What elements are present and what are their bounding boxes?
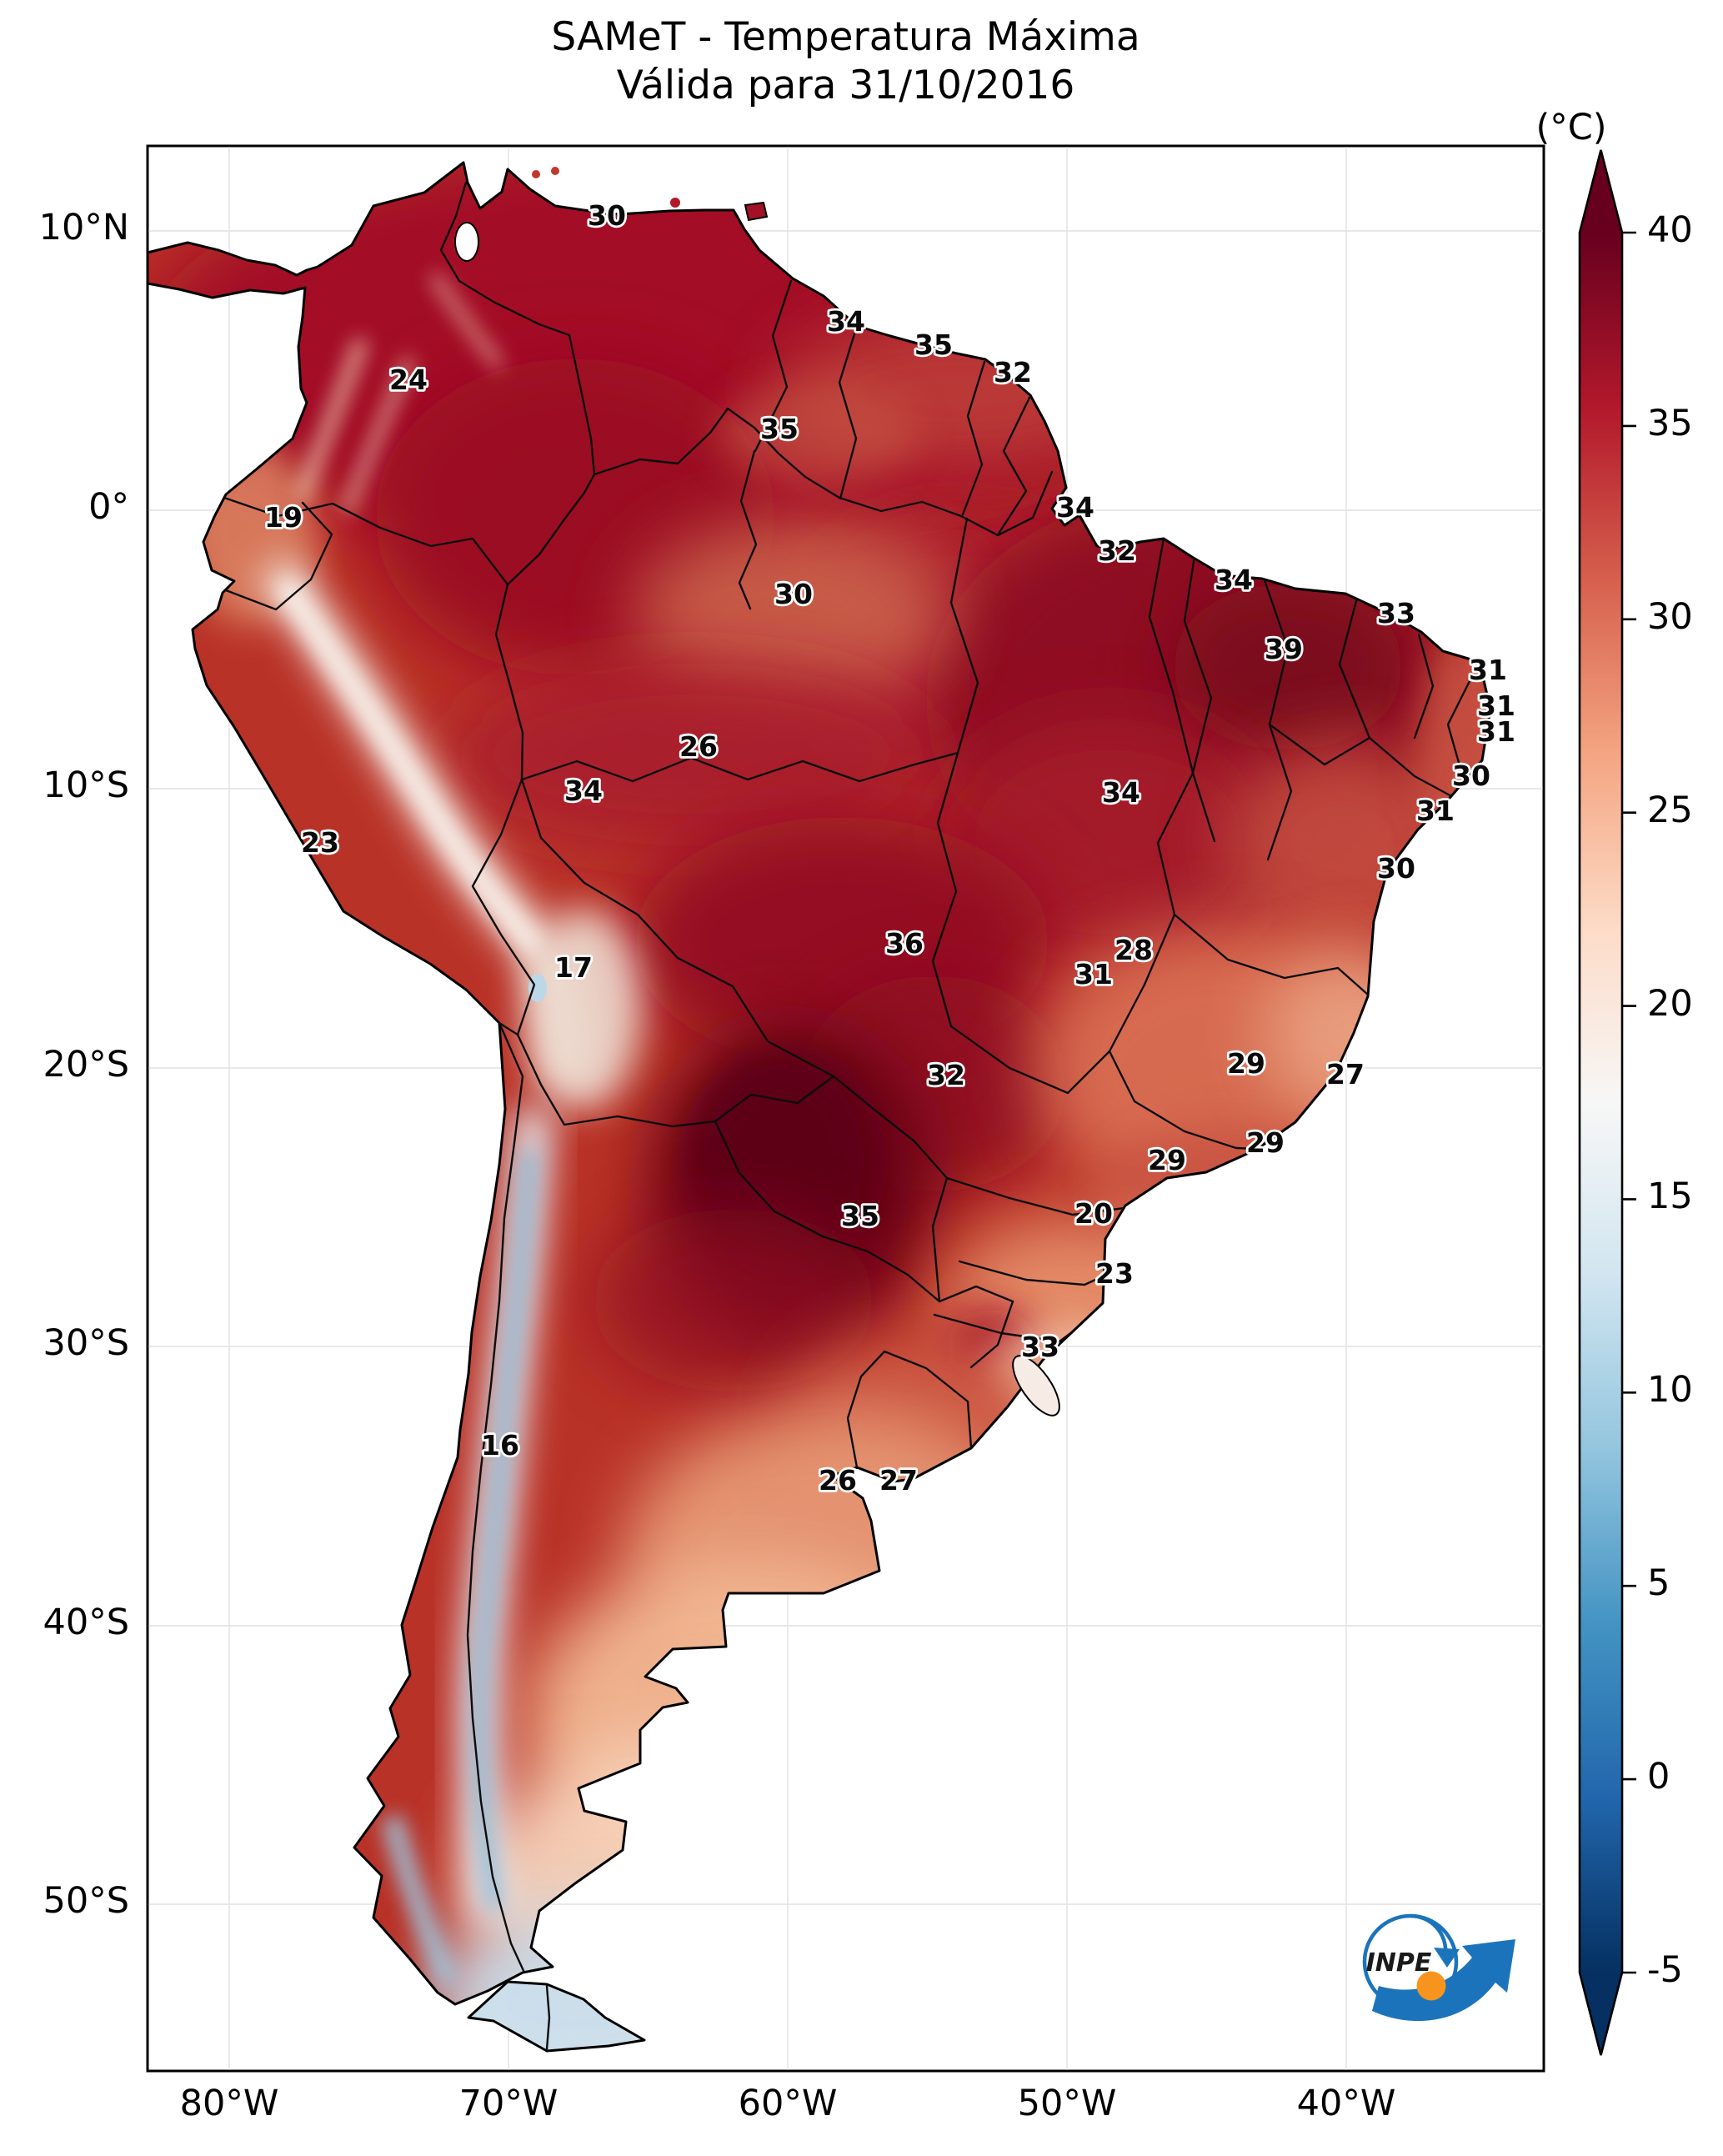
- colorbar-tick-label: 10: [1647, 1369, 1693, 1411]
- page-title: SAMeT - Temperatura Máxima Válida para 3…: [148, 13, 1544, 111]
- temp-label: 29: [1227, 1047, 1265, 1080]
- title-line-2: Válida para 31/10/2016: [616, 63, 1075, 109]
- latitude-tick-label: 50°S: [43, 1880, 129, 1922]
- lake-maracaibo: [454, 222, 479, 262]
- title-line-1: SAMeT - Temperatura Máxima: [551, 14, 1140, 60]
- temp-label: 26: [819, 1464, 857, 1497]
- latitude-tick-label: 0°: [88, 486, 129, 528]
- temp-label: 34: [1056, 491, 1094, 524]
- temp-label: 30: [774, 578, 813, 610]
- temp-label: 35: [760, 413, 799, 445]
- colorbar-tick-label: 25: [1647, 789, 1693, 831]
- temp-label: 24: [389, 364, 428, 396]
- colorbar-tick-label: -5: [1647, 1949, 1683, 1991]
- temp-label: 19: [264, 501, 303, 534]
- temp-label: 35: [841, 1200, 879, 1232]
- temp-label: 31: [1416, 795, 1455, 827]
- colorbar-tick-label: 40: [1647, 209, 1693, 251]
- temp-label: 29: [1246, 1126, 1285, 1159]
- caribbean-islands: [532, 167, 769, 222]
- colorbar-ticks: [1622, 231, 1636, 1974]
- temp-label: 36: [885, 927, 924, 960]
- lake-titicaca: [528, 974, 547, 1002]
- temp-label: 39: [1265, 633, 1303, 665]
- inpe-logo-swoosh-arrow-icon: [1372, 1939, 1515, 2022]
- inpe-logo-inner-arc-icon: [1410, 1913, 1448, 1955]
- temp-label: 17: [554, 951, 593, 984]
- longitude-tick-label: 70°W: [458, 2083, 558, 2124]
- lagoa-dos-patos: [1012, 1355, 1060, 1416]
- temp-label: 20: [1074, 1197, 1113, 1230]
- inpe-logo-orange-dot-icon: [1416, 1971, 1446, 2001]
- temp-label: 30: [588, 199, 626, 232]
- inpe-logo: INPE: [1362, 1913, 1515, 2022]
- temp-label: 31: [1469, 654, 1507, 686]
- temp-label: 33: [1021, 1331, 1059, 1363]
- latitude-tick-label: 30°S: [43, 1322, 129, 1364]
- colorbar-tick-label: 0: [1647, 1756, 1670, 1798]
- temp-label: 16: [481, 1429, 519, 1462]
- colorbar-tick-label: 5: [1647, 1562, 1670, 1605]
- temp-label: 32: [927, 1059, 965, 1091]
- temp-label: 34: [827, 305, 865, 338]
- inpe-logo-text: INPE: [1366, 1948, 1432, 1978]
- colorbar-gradient-bar: [1578, 149, 1624, 2056]
- temp-label: 30: [1377, 852, 1415, 885]
- temp-label: 26: [679, 730, 718, 763]
- temp-label: 33: [1377, 597, 1415, 629]
- colorbar: [1578, 149, 1636, 2056]
- colorbar-unit-label: (°C): [1535, 107, 1607, 148]
- temp-label: 32: [994, 356, 1032, 389]
- latitude-tick-label: 20°S: [43, 1044, 129, 1086]
- longitude-tick-label: 60°W: [738, 2083, 838, 2124]
- latitude-tick-label: 40°S: [43, 1602, 129, 1643]
- longitude-tick-label: 80°W: [179, 2083, 279, 2124]
- temp-label: 27: [879, 1464, 918, 1497]
- longitude-tick-label: 40°W: [1296, 2083, 1396, 2124]
- temp-label: 34: [1102, 776, 1140, 809]
- temp-label: 31: [1074, 958, 1113, 990]
- temp-label: 35: [914, 328, 953, 361]
- longitude-tick-label: 50°W: [1017, 2083, 1117, 2124]
- temp-label: 32: [1098, 534, 1136, 567]
- temp-label: 28: [1114, 934, 1153, 966]
- inpe-logo-arc-arrowhead-icon: [1434, 1948, 1460, 1968]
- colorbar-tick-label: 15: [1647, 1176, 1693, 1218]
- temp-label: 27: [1326, 1058, 1365, 1091]
- temp-label: 30: [1452, 760, 1490, 792]
- colorbar-tick-label: 30: [1647, 595, 1693, 638]
- temp-label: 34: [1215, 564, 1253, 596]
- temp-label: 31: [1477, 715, 1515, 748]
- colorbar-tick-label: 35: [1647, 402, 1693, 444]
- latitude-tick-label: 10°S: [43, 765, 129, 806]
- latitude-tick-label: 10°N: [38, 207, 129, 248]
- temp-label: 23: [301, 826, 339, 859]
- temp-label: 31: [1477, 689, 1515, 722]
- temp-label: 34: [564, 775, 603, 807]
- temp-label: 29: [1148, 1144, 1186, 1176]
- temp-label: 23: [1095, 1257, 1134, 1290]
- colorbar-tick-label: 20: [1647, 982, 1693, 1025]
